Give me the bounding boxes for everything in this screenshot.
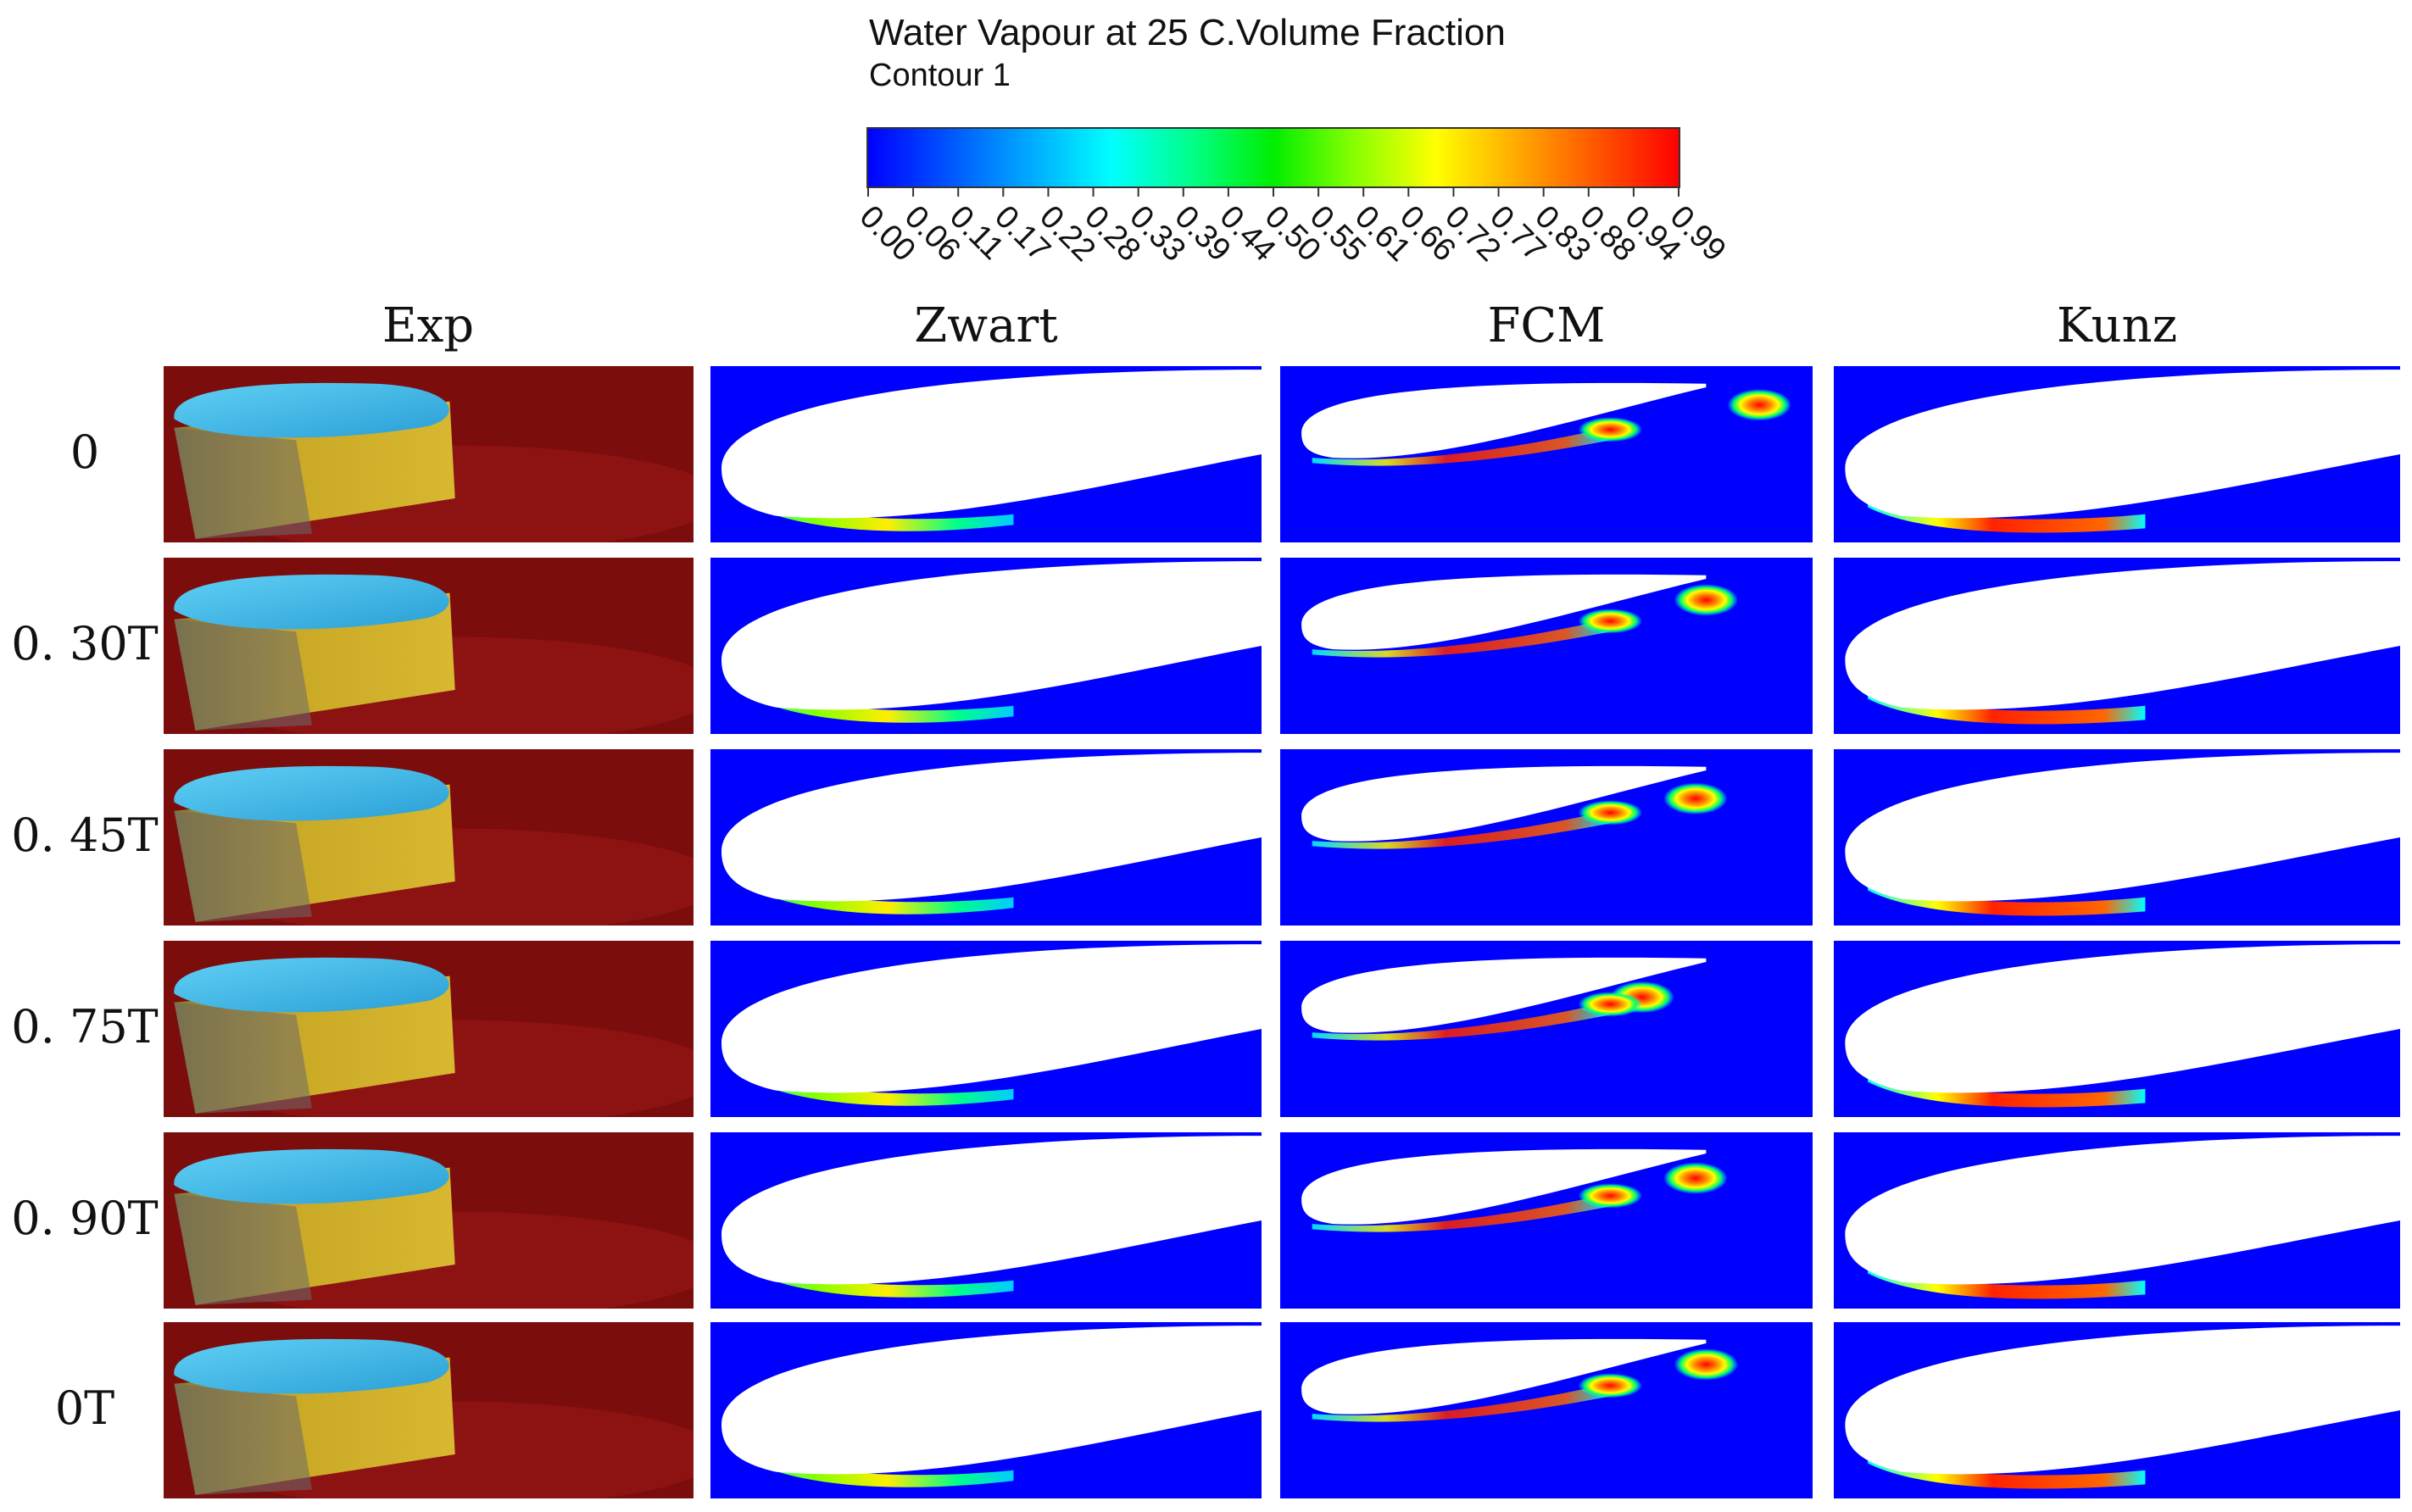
- fcm-panel: [1280, 558, 1813, 734]
- kunz-panel: [1834, 558, 2400, 734]
- exp-panel: [164, 558, 694, 734]
- zwart-panel: [710, 1132, 1262, 1309]
- legend-title: Water Vapour at 25 C.Volume Fraction: [869, 12, 1506, 53]
- zwart-panel: [710, 749, 1262, 926]
- row-label: 0. 30T: [11, 617, 159, 670]
- zwart-panel: [710, 1322, 1262, 1498]
- exp-panel: [164, 366, 694, 542]
- colorbar-ticks: 0.000.060.110.170.220.280.330.390.440.50…: [853, 186, 1733, 269]
- exp-panel: [164, 941, 694, 1117]
- fcm-panel: [1280, 1132, 1813, 1309]
- row-label: 0. 90T: [11, 1192, 159, 1245]
- kunz-panel: [1834, 1132, 2400, 1309]
- kunz-panel: [1834, 366, 2400, 542]
- exp-panel: [164, 749, 694, 926]
- legend-subtitle: Contour 1: [869, 58, 1011, 93]
- exp-panel: [164, 1132, 694, 1309]
- fcm-panel: [1280, 941, 1813, 1117]
- row-label: 0. 75T: [11, 1000, 159, 1053]
- row-label: 0T: [54, 1381, 115, 1435]
- zwart-panel: [710, 366, 1262, 542]
- colorbar-tick-label: 0.99: [1663, 199, 1733, 269]
- fcm-panel: [1280, 366, 1813, 542]
- zwart-panel: [710, 941, 1262, 1117]
- kunz-panel: [1834, 941, 2400, 1117]
- column-header-exp: Exp: [382, 298, 475, 353]
- kunz-panel: [1834, 1322, 2400, 1498]
- exp-panel: [164, 1322, 694, 1498]
- row-label: 0: [70, 425, 100, 479]
- kunz-panel: [1834, 749, 2400, 926]
- column-header-kunz: Kunz: [2056, 298, 2178, 353]
- row-label: 0. 45T: [11, 809, 159, 862]
- column-header-fcm: FCM: [1487, 298, 1606, 353]
- column-header-zwart: Zwart: [914, 298, 1058, 353]
- zwart-panel: [710, 558, 1262, 734]
- fcm-panel: [1280, 1322, 1813, 1498]
- fcm-panel: [1280, 749, 1813, 926]
